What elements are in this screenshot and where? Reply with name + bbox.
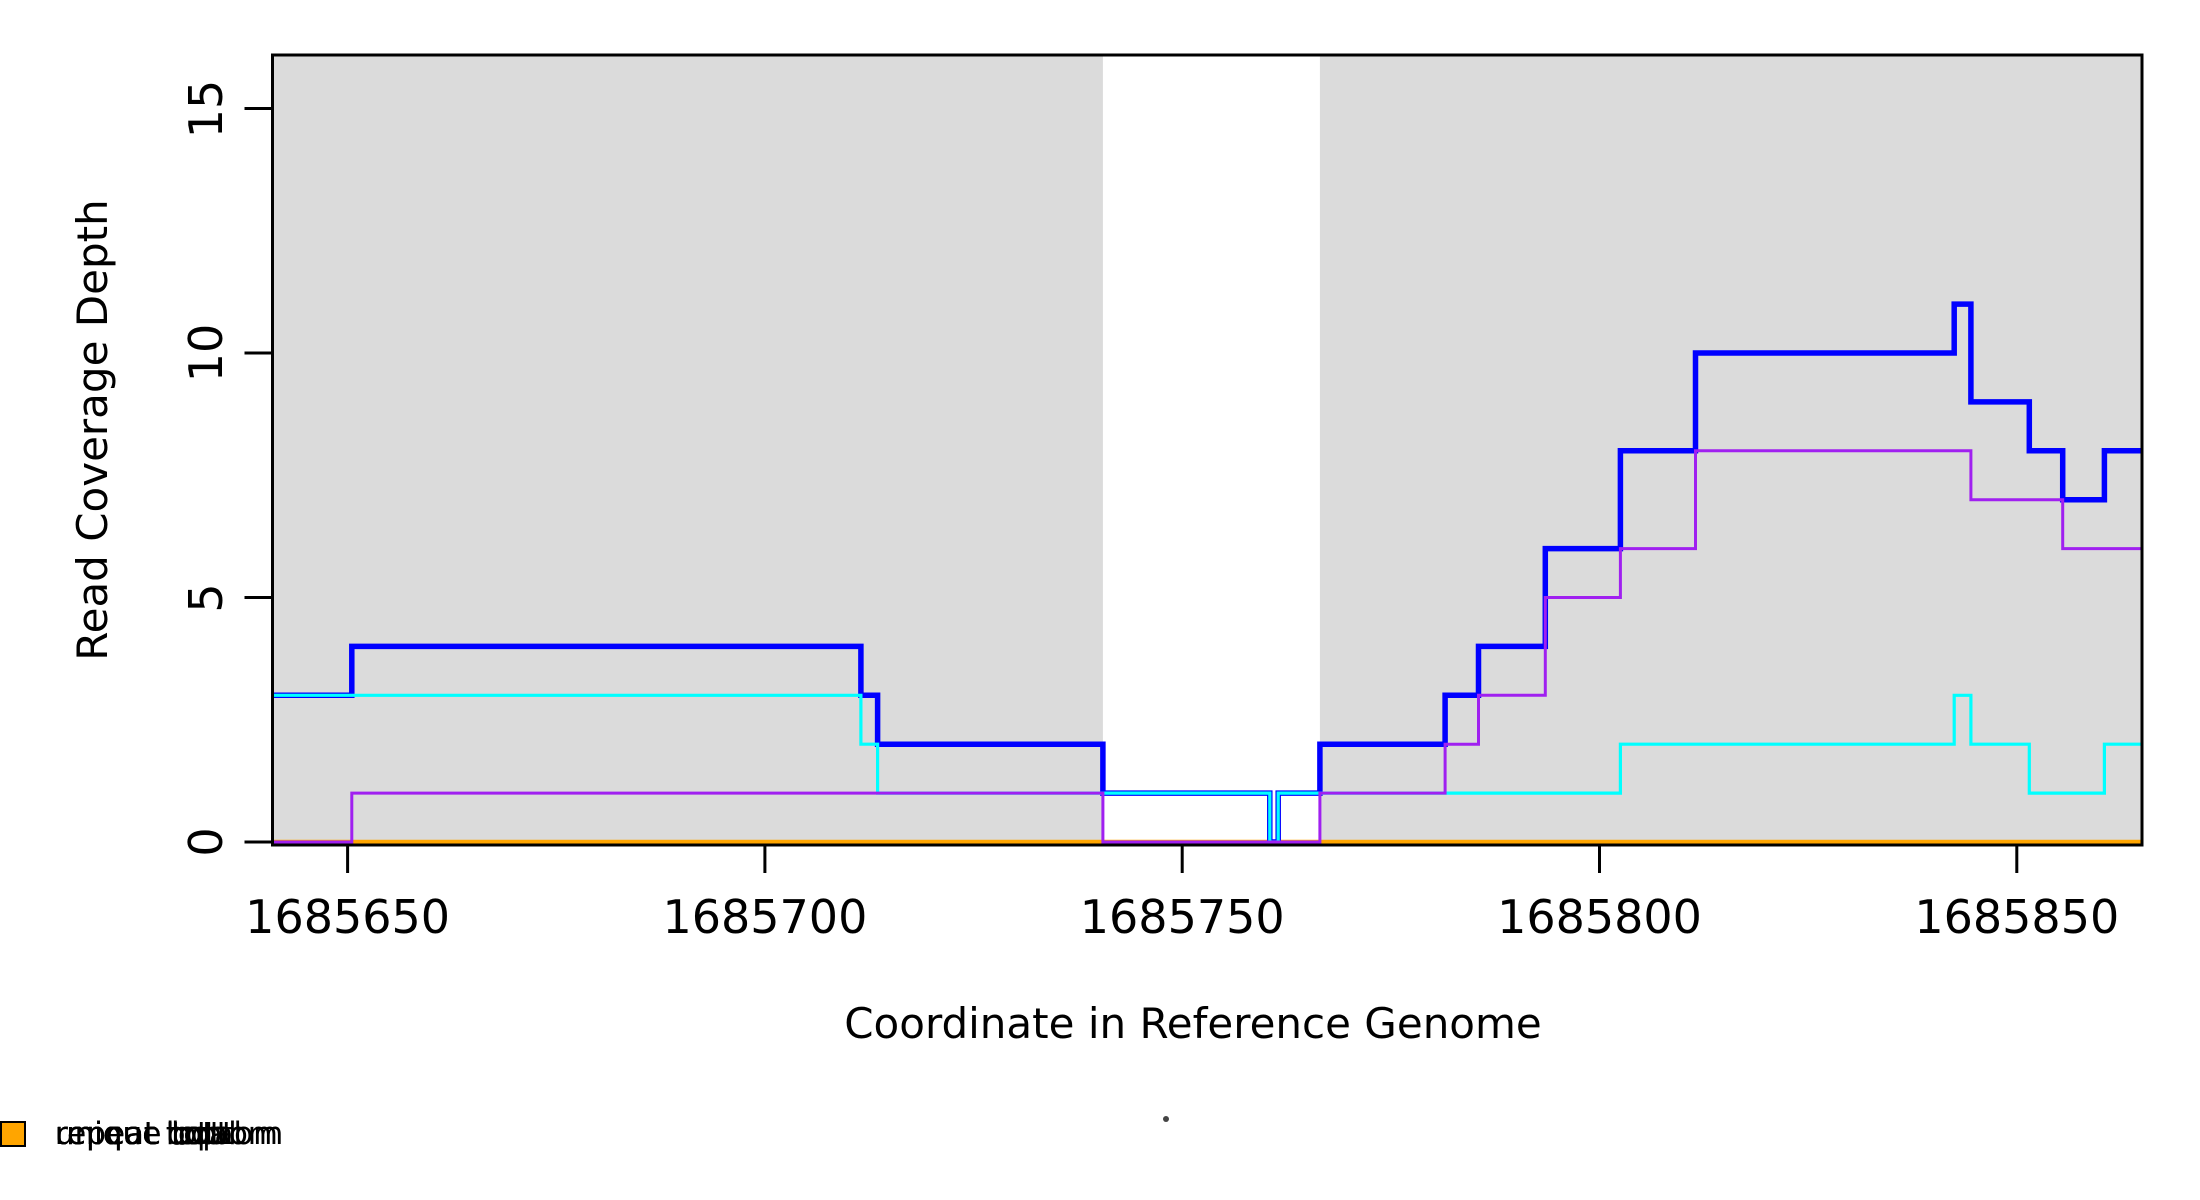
legend-label: repeat bottom xyxy=(55,1115,279,1152)
series-unique-top xyxy=(272,693,2142,844)
legend-label: repeat total xyxy=(55,1115,237,1152)
y-tick-label: 0 xyxy=(179,827,233,857)
x-tick-label: 1685750 xyxy=(1079,890,1285,944)
stray-dot-artifact xyxy=(1163,1116,1169,1122)
y-tick-label: 10 xyxy=(179,323,233,383)
legend-item-repeat-bottom: repeat bottom xyxy=(0,1118,278,1150)
y-tick-label: 5 xyxy=(179,582,233,613)
x-tick-label: 1685650 xyxy=(245,890,451,944)
series-unique-bottom xyxy=(272,449,2142,844)
x-tick-label: 1685800 xyxy=(1497,890,1702,944)
x-tick-label: 1685700 xyxy=(662,890,868,944)
x-tick-label: 1685850 xyxy=(1914,890,2120,944)
legend-label: unique bottom xyxy=(55,1115,284,1152)
legend-label: repeat top xyxy=(55,1115,217,1152)
plot-border xyxy=(271,53,2144,847)
legend-label: unique total xyxy=(55,1115,243,1152)
y-axis-title: Read Coverage Depth xyxy=(68,199,117,661)
repeat-bottom-swatch-icon xyxy=(0,1121,26,1147)
legend-label: unique top xyxy=(55,1115,222,1152)
x-axis-title: Coordinate in Reference Genome xyxy=(844,999,1542,1048)
series-unique-total xyxy=(272,301,2142,845)
y-tick-label: 15 xyxy=(179,79,233,138)
shaded-region xyxy=(272,55,1103,845)
